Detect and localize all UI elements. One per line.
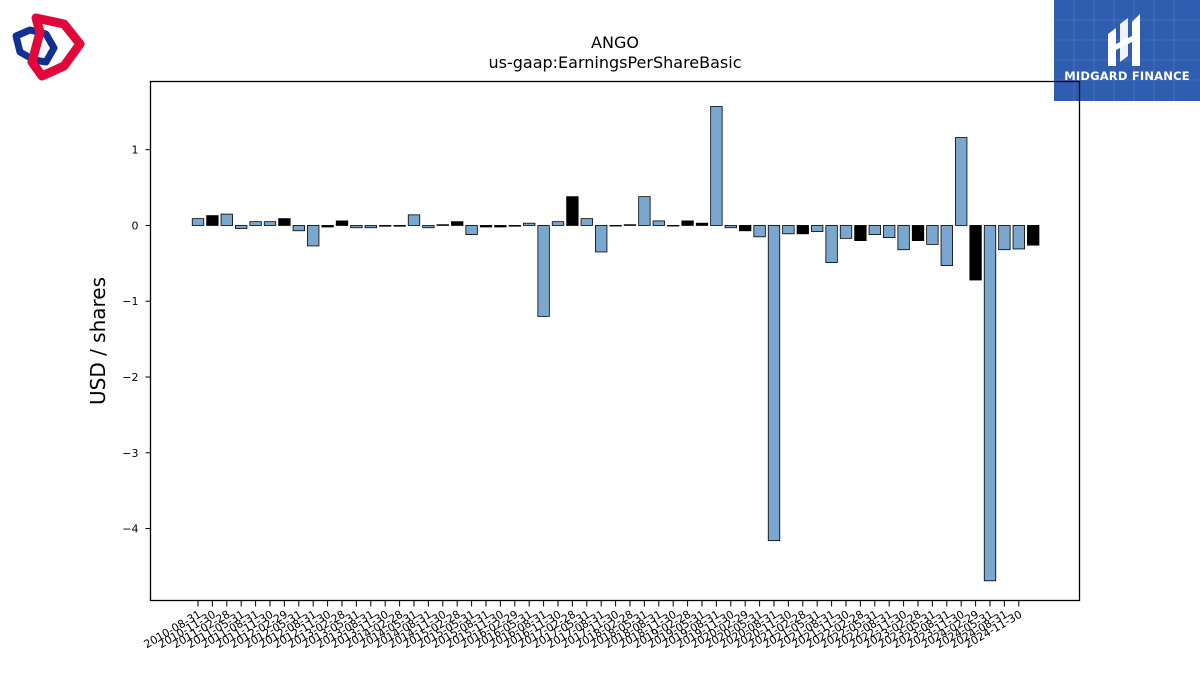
bar: [753, 225, 766, 238]
bar: [782, 225, 795, 235]
brand-name: MIDGARD FINANCE: [1064, 69, 1190, 83]
bar: [998, 225, 1011, 251]
bar: [292, 225, 305, 232]
chart-subtitle: us-gaap:EarningsPerShareBasic: [488, 53, 741, 72]
bar: [609, 225, 622, 227]
bar: [710, 106, 723, 226]
bar: [681, 220, 694, 226]
midgard-finance-logo-icon: [1054, 0, 1200, 101]
bar: [551, 221, 565, 226]
bar: [321, 225, 334, 228]
bar: [811, 225, 824, 232]
bar: [767, 225, 781, 542]
bar: [825, 225, 838, 263]
bar: [623, 224, 637, 226]
bar: [1027, 225, 1040, 246]
bar: [278, 218, 291, 226]
bar: [191, 218, 205, 226]
bar: [350, 225, 363, 229]
bar: [839, 225, 853, 239]
overlapping-rings-logo-icon: [6, 10, 86, 82]
bar: [969, 225, 982, 281]
y-tick-label: −2: [122, 371, 138, 384]
bar: [667, 225, 680, 227]
chart-title: ANGO: [591, 33, 639, 52]
bar: [724, 225, 737, 229]
bar: [263, 221, 277, 226]
bar: [422, 225, 435, 229]
bar: [955, 137, 968, 226]
y-tick-label: 1: [132, 144, 139, 157]
bar: [220, 213, 233, 226]
brand-panel: MIDGARD FINANCE: [1054, 0, 1200, 101]
bar: [983, 225, 997, 582]
bar: [796, 225, 809, 235]
y-tick-label: −1: [122, 295, 138, 308]
bar: [638, 196, 651, 226]
bar: [897, 225, 910, 251]
y-tick-label: 0: [132, 219, 139, 232]
bar: [868, 225, 881, 235]
plot-area-frame: [149, 80, 1081, 602]
bar: [235, 225, 248, 229]
bar: [249, 221, 262, 226]
bar: [307, 225, 320, 247]
bar: [566, 196, 579, 226]
bar: [854, 225, 867, 242]
bar: [940, 225, 953, 267]
bar: [1012, 225, 1025, 250]
bar: [393, 225, 406, 227]
y-axis-label: USD / shares: [86, 277, 110, 405]
bar: [595, 225, 608, 253]
bar: [465, 225, 478, 235]
bar: [364, 225, 377, 229]
bar: [494, 225, 507, 228]
y-tick-label: −4: [122, 523, 138, 536]
bar: [206, 215, 219, 226]
bar: [883, 225, 896, 238]
y-tick-label: −3: [122, 447, 138, 460]
bar: [508, 225, 521, 227]
bar: [580, 218, 593, 226]
bar: [695, 222, 709, 226]
bar: [537, 225, 550, 317]
bar: [379, 225, 392, 227]
bar: [335, 220, 349, 226]
bar: [926, 225, 939, 245]
bar: [739, 225, 752, 232]
bar: [523, 222, 536, 226]
bar: [451, 221, 464, 226]
bar: [436, 224, 449, 226]
bar: [407, 214, 421, 226]
bar: [911, 225, 925, 242]
bar: [479, 225, 493, 228]
bar: [652, 220, 665, 226]
